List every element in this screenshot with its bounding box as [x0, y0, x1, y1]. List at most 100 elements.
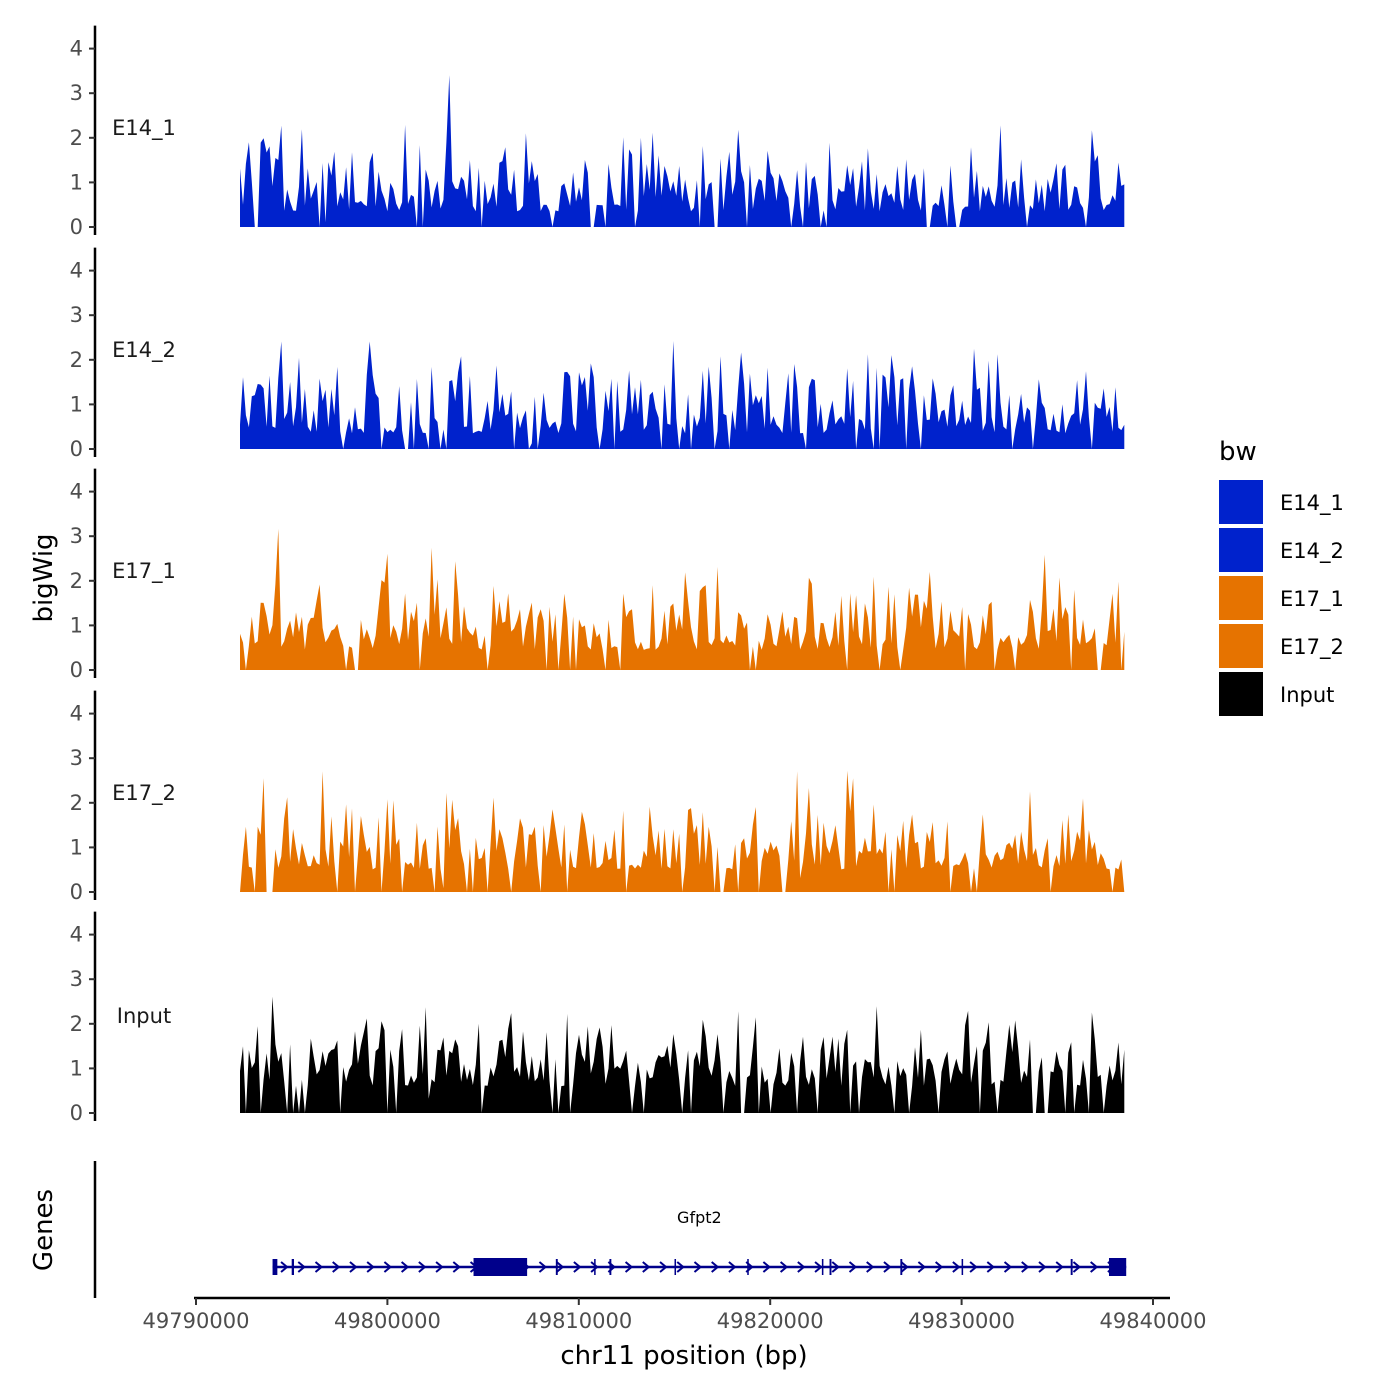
strand-arrow — [1072, 1261, 1082, 1273]
track-e14-1: 0 1 2 3 4 E14_1 — [70, 25, 1125, 239]
legend-label: E14_1 — [1280, 491, 1344, 516]
x-tick-label: 49810000 — [525, 1309, 632, 1333]
strand-arrow — [435, 1261, 444, 1273]
signal-area-e17-1 — [240, 528, 1125, 670]
strand-arrow — [332, 1261, 341, 1273]
strand-arrow — [297, 1261, 306, 1273]
x-axis-title: chr11 position (bp) — [560, 1341, 807, 1371]
track-input: 0 1 2 3 4 Input — [70, 911, 1125, 1125]
strand-arrow — [1090, 1261, 1099, 1273]
strand-arrow — [831, 1261, 840, 1273]
strand-arrow — [400, 1261, 410, 1273]
strand-arrow — [728, 1261, 737, 1273]
legend-label: E14_2 — [1280, 539, 1344, 564]
strand-arrow — [280, 1261, 289, 1273]
gene-exon — [291, 1259, 294, 1275]
y-tick-label: 2 — [70, 348, 83, 372]
x-tick-label: 49820000 — [717, 1309, 824, 1333]
y-tick-label: 2 — [70, 126, 83, 150]
genes-axis-title: Genes — [29, 1189, 59, 1271]
strand-arrow — [573, 1261, 582, 1273]
strand-arrow — [917, 1261, 926, 1273]
legend-key-e14-2 — [1219, 528, 1263, 572]
y-tick-label: 4 — [70, 702, 83, 726]
signal-area-input — [240, 996, 1125, 1113]
y-tick-label: 1 — [70, 613, 83, 637]
y-tick-label: 1 — [70, 170, 83, 194]
strand-arrow — [1038, 1261, 1047, 1273]
x-tick-label: 49840000 — [1100, 1309, 1207, 1333]
x-axis: 49790000 49800000 49810000 49820000 49830000… — [143, 1296, 1207, 1333]
strand-arrow — [538, 1261, 547, 1273]
strand-arrow — [659, 1261, 668, 1273]
gene-exon — [1108, 1258, 1127, 1276]
track-label: E14_1 — [112, 116, 176, 141]
legend-label: Input — [1280, 683, 1334, 707]
gene-exon — [1070, 1259, 1073, 1275]
gene-name-label: Gfpt2 — [677, 1208, 722, 1227]
gene-exon — [473, 1258, 528, 1276]
y-tick-label: 1 — [70, 392, 83, 416]
strand-arrow — [556, 1261, 565, 1273]
gene-exon — [674, 1259, 677, 1275]
strand-arrow — [866, 1261, 875, 1273]
legend-key-e17-2 — [1219, 624, 1263, 668]
legend-key-e14-1 — [1219, 480, 1263, 524]
y-tick-label: 3 — [70, 967, 83, 991]
strand-arrow — [452, 1261, 461, 1273]
genes-track: Gfpt2 — [93, 1161, 1127, 1298]
track-label: Input — [117, 1004, 171, 1028]
gene-exon — [272, 1259, 278, 1275]
strand-arrow — [1055, 1261, 1064, 1273]
strand-arrow — [590, 1261, 599, 1273]
strand-arrow — [383, 1261, 392, 1273]
gene-exon — [594, 1259, 596, 1275]
strand-arrow — [366, 1261, 375, 1273]
strand-arrow — [934, 1261, 944, 1273]
strand-arrow — [814, 1261, 823, 1273]
y-tick-label: 0 — [70, 1101, 83, 1125]
y-tick-label: 1 — [70, 1056, 83, 1080]
y-tick-label: 3 — [70, 524, 83, 548]
y-tick-label: 4 — [70, 259, 83, 283]
y-tick-label: 2 — [70, 1012, 83, 1036]
track-e17-2: 0 1 2 3 4 E17_2 — [70, 690, 1125, 904]
legend-title: bw — [1219, 437, 1257, 467]
legend-label: E17_1 — [1280, 587, 1344, 612]
strand-arrow — [349, 1261, 358, 1273]
y-tick-label: 4 — [70, 923, 83, 947]
y-tick-label: 0 — [70, 658, 83, 682]
gene-exon — [829, 1259, 832, 1275]
strand-arrow — [986, 1261, 995, 1273]
strand-arrow — [952, 1261, 961, 1273]
track-e17-1: 0 1 2 3 4 E17_1 — [70, 468, 1125, 682]
y-tick-label: 3 — [70, 81, 83, 105]
strand-arrow — [642, 1261, 651, 1273]
strand-arrow — [1003, 1261, 1013, 1273]
signal-area-e14-1 — [240, 75, 1125, 227]
y-tick-label: 3 — [70, 746, 83, 770]
strand-arrow — [418, 1261, 427, 1273]
track-label: E14_2 — [112, 338, 176, 363]
strand-arrow — [900, 1261, 909, 1273]
gene-exon — [555, 1259, 558, 1275]
x-tick-label: 49830000 — [908, 1309, 1015, 1333]
y-tick-label: 0 — [70, 437, 83, 461]
strand-arrow — [676, 1261, 685, 1273]
legend: bw E14_1 E14_2 E17_1 E17_2 Input — [1219, 437, 1344, 716]
strand-arrow — [711, 1261, 720, 1273]
track-label: E17_1 — [112, 559, 176, 584]
y-tick-label: 2 — [70, 791, 83, 815]
strand-arrow — [969, 1261, 978, 1273]
gene-exon — [747, 1259, 749, 1275]
strand-arrow — [624, 1261, 634, 1273]
strand-arrow — [762, 1261, 771, 1273]
strand-arrow — [1021, 1261, 1030, 1273]
gene-exon — [821, 1259, 824, 1275]
gene-exon — [961, 1259, 964, 1275]
strand-arrow — [797, 1261, 806, 1273]
track-label: E17_2 — [112, 781, 176, 806]
signal-tracks: 0 1 2 3 4 E14_1 0 1 2 3 4 E14_2 0 1 2 3 4 E17_1 0 1 2 3 4 E17_2… — [70, 25, 1125, 1125]
strand-arrow — [848, 1261, 858, 1273]
